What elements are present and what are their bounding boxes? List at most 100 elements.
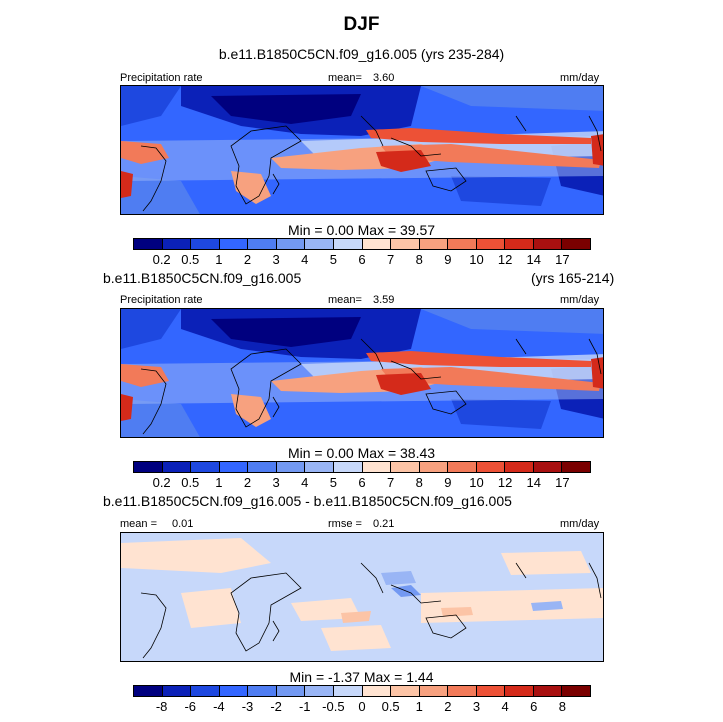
- colorbar-swatch: [362, 462, 392, 472]
- colorbar-tick-label: 4: [301, 252, 309, 267]
- colorbar-tick-label: 14: [526, 252, 541, 267]
- colorbar-swatch: [305, 686, 334, 696]
- colorbar-swatch: [505, 462, 534, 472]
- panel2-colorbar: [133, 461, 591, 473]
- panel2-case-title: b.e11.B1850C5CN.f09_g16.005: [103, 270, 302, 286]
- colorbar-swatch: [448, 239, 477, 249]
- colorbar-tick-label: 8: [415, 475, 423, 490]
- colorbar-swatch: [419, 462, 449, 472]
- colorbar-swatch: [333, 686, 363, 696]
- colorbar-swatch: [533, 686, 563, 696]
- colorbar-swatch: [505, 239, 534, 249]
- colorbar-tick-label: 1: [215, 252, 223, 267]
- colorbar-tick-label: 6: [358, 475, 366, 490]
- colorbar-swatch: [134, 462, 163, 472]
- panel3-colorbar-ticks: -8 -6 -4 -3 -2 -1 -0.5 0 0.5 1 2 3 4 6 8: [133, 699, 591, 714]
- colorbar-swatch: [134, 686, 163, 696]
- colorbar-tick-label: 12: [497, 252, 513, 267]
- colorbar-tick-label: 0.5: [381, 699, 400, 714]
- colorbar-swatch: [562, 239, 590, 249]
- panel2-mean-label: mean=: [328, 294, 362, 306]
- panel1-units: mm/day: [560, 72, 600, 84]
- colorbar-tick-label: 17: [555, 475, 570, 490]
- colorbar-tick-label: 0.5: [181, 252, 200, 267]
- colorbar-swatch: [162, 462, 192, 472]
- colorbar-tick-label: 3: [272, 475, 280, 490]
- colorbar-swatch: [419, 239, 449, 249]
- colorbar-swatch: [533, 239, 563, 249]
- colorbar-swatch: [505, 686, 534, 696]
- colorbar-tick-label: -8: [155, 699, 168, 714]
- colorbar-tick-label: 3: [272, 252, 280, 267]
- panel3-minmax: Min = -1.37 Max = 1.44: [289, 669, 434, 685]
- colorbar-tick-label: 8: [415, 252, 423, 267]
- colorbar-swatch: [276, 239, 306, 249]
- panel2-colorbar-ticks: 0.2 0.5 1 2 3 4 5 6 7 8 9 10 12 14 17: [133, 475, 591, 490]
- panel3-rmse-value: 0.21: [373, 518, 395, 530]
- panel1-minmax: Min = 0.00 Max = 39.57: [287, 222, 436, 238]
- colorbar-swatch: [219, 686, 249, 696]
- colorbar-tick-label: 1: [415, 699, 423, 714]
- colorbar-tick-label: 0.2: [152, 252, 171, 267]
- colorbar-swatch: [391, 462, 420, 472]
- panel2-precip-map: [120, 308, 604, 438]
- colorbar-swatch: [562, 686, 590, 696]
- colorbar-swatch: [476, 686, 506, 696]
- colorbar-swatch: [476, 462, 506, 472]
- colorbar-swatch: [162, 239, 192, 249]
- colorbar-tick-label: 9: [444, 475, 452, 490]
- colorbar-tick-label: -0.5: [322, 699, 345, 714]
- figure-title: DJF: [343, 14, 380, 35]
- colorbar-tick-label: -6: [184, 699, 197, 714]
- colorbar-tick-label: 4: [301, 475, 309, 490]
- colorbar-swatch: [391, 686, 420, 696]
- colorbar-swatch: [191, 239, 220, 249]
- colorbar-tick-label: -3: [241, 699, 254, 714]
- colorbar-swatch: [419, 686, 449, 696]
- colorbar-swatch: [476, 239, 506, 249]
- panel3-units: mm/day: [560, 518, 600, 530]
- colorbar-swatch: [391, 239, 420, 249]
- panel1-mean-value: 3.60: [373, 72, 395, 84]
- colorbar-tick-label: 0: [358, 699, 366, 714]
- panel2-years: (yrs 165-214): [531, 270, 615, 286]
- colorbar-tick-label: 5: [329, 475, 337, 490]
- colorbar-tick-label: 7: [387, 252, 395, 267]
- colorbar-tick-label: 0.5: [181, 475, 200, 490]
- colorbar-tick-label: 14: [526, 475, 541, 490]
- colorbar-tick-label: 2: [444, 699, 452, 714]
- colorbar-swatch: [191, 462, 220, 472]
- panel3-difference-map: [120, 532, 604, 662]
- panel2-variable-label: Precipitation rate: [120, 294, 203, 306]
- colorbar-tick-label: 6: [530, 699, 538, 714]
- colorbar-tick-label: 0.2: [152, 475, 171, 490]
- colorbar-swatch: [191, 686, 220, 696]
- panel1-precip-map: [120, 85, 604, 215]
- colorbar-tick-label: -2: [270, 699, 282, 714]
- colorbar-tick-label: 2: [243, 252, 252, 267]
- panel1-case-title: b.e11.B1850C5CN.f09_g16.005 (yrs 235-284…: [218, 46, 505, 62]
- colorbar-swatch: [219, 462, 249, 472]
- panel2-minmax: Min = 0.00 Max = 38.43: [287, 445, 436, 461]
- panel1-colorbar-ticks: 0.2 0.5 1 2 3 4 5 6 7 8 9 10 12 14 17: [133, 252, 591, 267]
- colorbar-tick-label: 9: [444, 252, 452, 267]
- panel3-mean-label: mean =: [120, 518, 157, 530]
- colorbar-tick-label: 17: [555, 252, 570, 267]
- colorbar-swatch: [448, 686, 477, 696]
- colorbar-tick-label: 12: [497, 475, 513, 490]
- colorbar-tick-label: 10: [469, 475, 484, 490]
- colorbar-swatch: [362, 239, 392, 249]
- colorbar-swatch: [248, 462, 277, 472]
- colorbar-tick-label: 6: [358, 252, 366, 267]
- colorbar-swatch: [448, 462, 477, 472]
- colorbar-tick-label: 7: [387, 475, 395, 490]
- panel2-units: mm/day: [560, 294, 600, 306]
- colorbar-tick-label: 1: [215, 475, 223, 490]
- colorbar-swatch: [305, 462, 334, 472]
- panel1-mean-label: mean=: [328, 72, 362, 84]
- colorbar-swatch: [162, 686, 192, 696]
- panel3-case-title: b.e11.B1850C5CN.f09_g16.005 - b.e11.B185…: [103, 493, 512, 509]
- colorbar-tick-label: 10: [469, 252, 484, 267]
- colorbar-tick-label: 5: [329, 252, 337, 267]
- colorbar-swatch: [562, 462, 590, 472]
